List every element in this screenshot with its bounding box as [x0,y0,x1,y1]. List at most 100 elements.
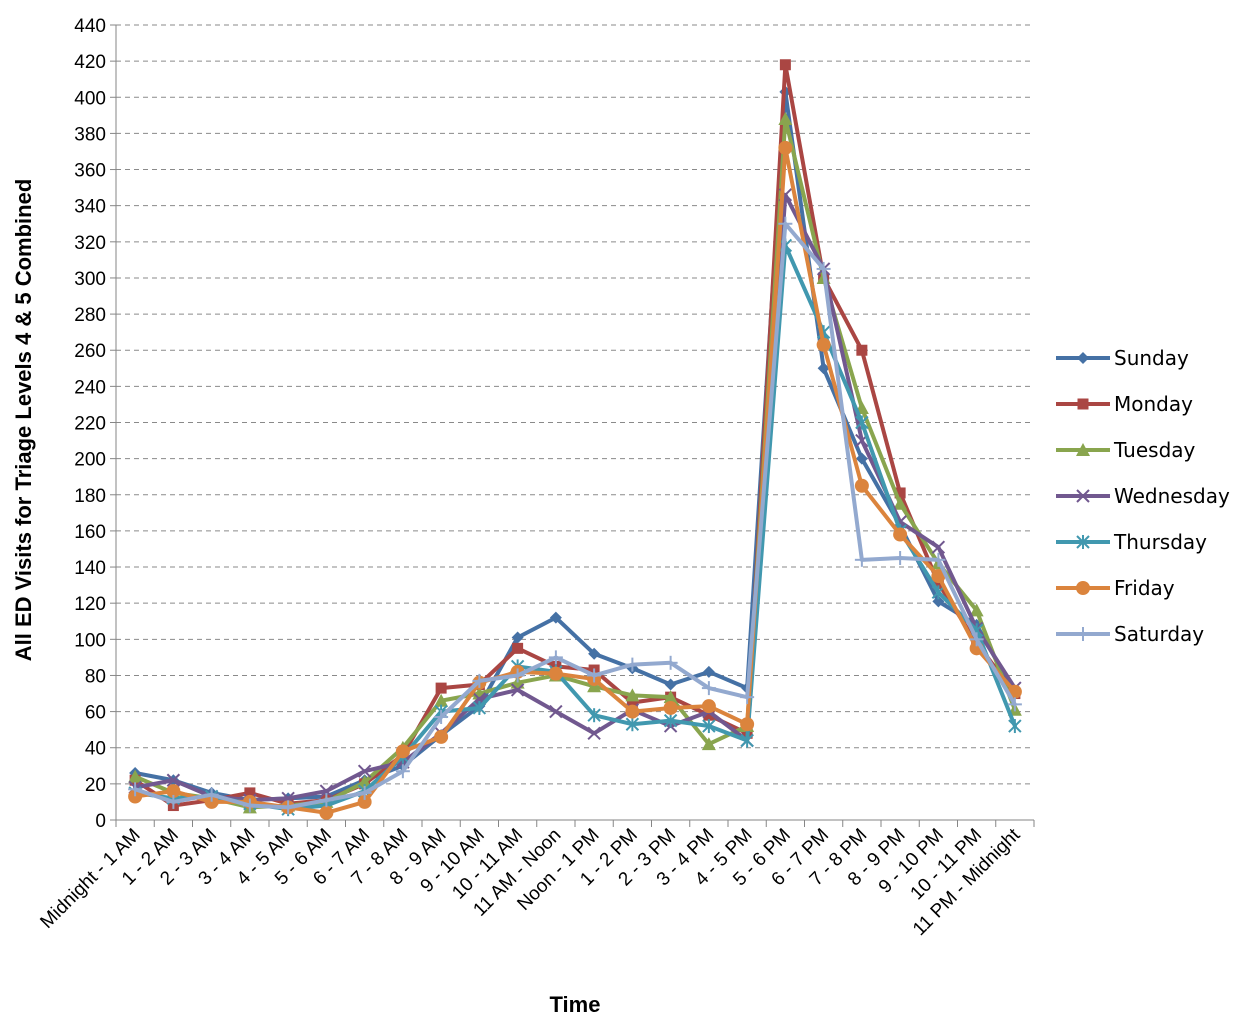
y-tick-label: 340 [74,197,106,218]
data-point [625,657,640,672]
circle-marker [395,744,410,759]
data-point [166,773,181,787]
circle-marker [816,337,831,352]
data-point [319,793,334,808]
series-saturday [128,216,1022,815]
diamond-marker [817,362,830,375]
diamond-marker [549,611,562,624]
circle-marker [740,717,755,732]
y-axis-ticks: 0 20 40 60 80 100 120 140 160 180 200 220 240 260 280 3… [74,16,116,832]
data-point [434,710,449,725]
data-point [587,726,601,740]
diamond-marker [932,595,945,608]
data-point [931,552,946,567]
y-tick-label: 160 [74,522,106,543]
data-point [434,693,449,707]
y-tick-label: 0 [95,811,106,832]
data-point [1008,719,1022,734]
legend-item-saturday: Saturday [1056,622,1204,646]
triangle-marker [357,775,372,789]
data-point [588,647,601,660]
data-point [357,775,372,789]
data-point [932,595,945,608]
y-tick-label: 360 [74,161,106,182]
data-point [472,700,487,715]
data-point [357,785,372,800]
circle-marker [701,699,716,714]
y-tick-label: 200 [74,450,106,471]
data-point [319,805,334,820]
data-point [625,704,640,719]
x-marker-stroke [166,773,181,787]
x-marker-stroke [319,784,334,798]
legend-label: Tuesday [1113,438,1196,462]
square-marker [779,59,791,71]
data-point [512,642,524,654]
diamond-marker [588,647,601,660]
data-point [855,415,869,430]
data-point [548,650,563,665]
diamond-marker [1077,352,1089,364]
data-point [663,655,678,670]
data-point [128,782,143,797]
diamond-marker [664,678,677,691]
circle-marker [357,794,372,809]
data-point [856,344,868,356]
square-marker [512,642,524,654]
triangle-marker [1076,443,1090,456]
data-point [625,717,640,732]
legend-item-thursday: Thursday [1056,530,1207,554]
data-point [663,713,678,728]
series-thursday [128,238,1022,817]
data-point [703,709,715,721]
x-marker-stroke [357,764,372,778]
data-point [740,733,754,748]
data-point [969,632,984,647]
circle-marker [854,478,869,493]
legend-label: Sunday [1114,346,1189,370]
circle-marker [204,794,219,809]
data-point [969,603,984,617]
data-point [932,577,944,589]
square-marker [894,487,906,499]
series-monday [129,59,1021,812]
data-point [778,140,793,155]
x-marker-stroke [931,540,946,554]
legend-label: Wednesday [1114,484,1230,508]
data-point [701,699,716,714]
data-point [854,552,869,567]
legend-label: Friday [1114,576,1175,600]
square-marker [244,787,256,799]
series-friday [128,140,1022,820]
data-point [166,784,181,799]
data-point [549,611,562,624]
data-point [740,717,755,732]
series-line-tuesday [133,116,1017,810]
data-point [740,690,755,705]
x-marker-stroke [549,704,563,719]
diamond-marker [511,631,524,644]
data-point [281,800,296,815]
data-point [434,729,449,744]
triangle-marker [893,496,908,510]
series-tuesday [128,111,1022,814]
data-point [817,362,830,375]
circle-marker [893,527,908,542]
legend-label: Thursday [1113,530,1207,554]
legend: Sunday Monday Tuesday Wednesday Thursday Frid… [1056,346,1230,646]
series-line-wednesday [133,192,1017,803]
data-point [778,111,793,125]
triangle-marker [969,603,984,617]
circle-marker [166,784,181,799]
diamond-marker [702,665,715,678]
legend-item-tuesday: Tuesday [1056,438,1196,462]
y-tick-label: 220 [74,414,106,435]
data-point [204,794,219,809]
data-point [702,665,715,678]
data-point [1007,697,1022,712]
triangle-marker [701,737,716,751]
square-marker [703,709,715,721]
data-point [510,668,525,683]
